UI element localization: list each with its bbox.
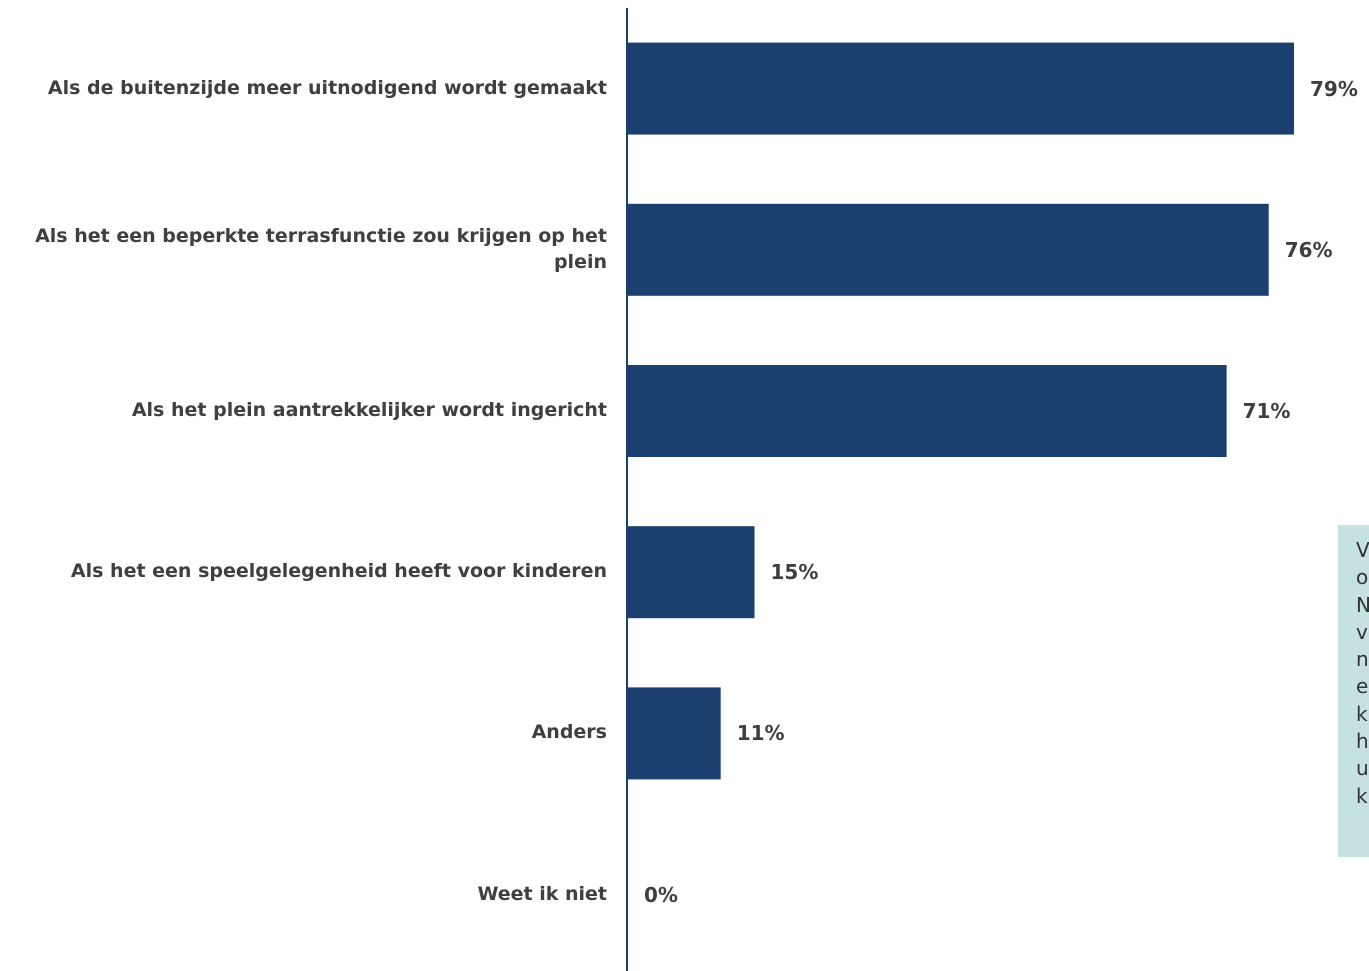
value-label: 71% — [1242, 399, 1291, 423]
note-line: u — [1356, 756, 1369, 781]
bar — [628, 42, 1294, 135]
note-line: o — [1356, 565, 1369, 590]
bar — [628, 365, 1227, 457]
bars — [628, 42, 1294, 780]
note-line: n — [1356, 647, 1369, 672]
note-line: k — [1356, 701, 1368, 726]
value-label: 11% — [736, 721, 785, 746]
bar — [628, 203, 1269, 296]
note-line: k — [1356, 783, 1368, 808]
category-label: Weet ik niet — [477, 882, 607, 905]
note-line: V — [1356, 538, 1369, 562]
value-label: 76% — [1284, 237, 1333, 262]
bar — [628, 526, 755, 619]
bar — [628, 687, 721, 780]
value-label: 79% — [1310, 76, 1358, 101]
note-line: v — [1356, 619, 1368, 644]
value-label: 15% — [770, 560, 819, 585]
category-label: Als het plein aantrekkelijker wordt inge… — [131, 399, 607, 421]
note-line: e — [1356, 674, 1369, 699]
category-label: Als het een beperkte terrasfunctie zou k… — [35, 224, 607, 273]
note-line: N — [1356, 592, 1369, 617]
category-label: Anders — [531, 721, 607, 744]
category-label: Als het een speelgelegenheid heeft voor … — [70, 560, 607, 583]
value-label: 0% — [644, 882, 678, 907]
note-line: h — [1356, 729, 1369, 754]
category-label: Als de buitenzijde meer uitnodigend word… — [47, 76, 607, 99]
